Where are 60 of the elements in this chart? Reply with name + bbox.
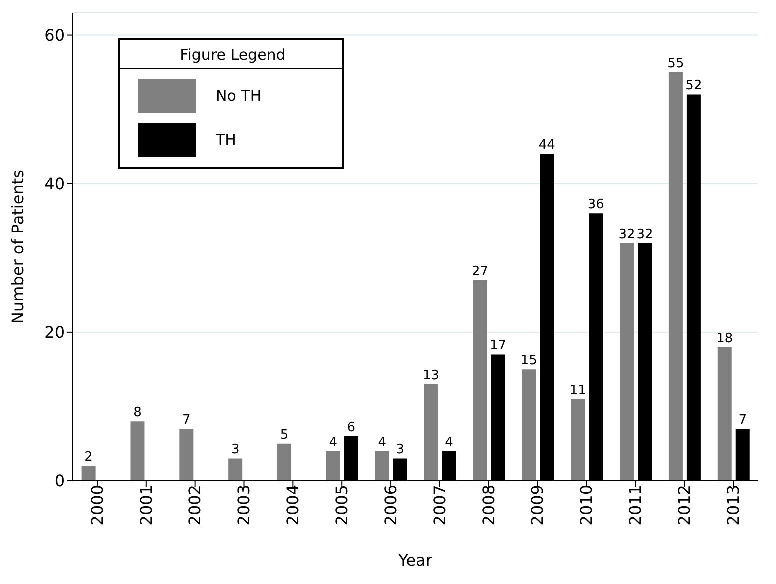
data-label: 17 (490, 338, 507, 354)
data-label: 7 (738, 413, 748, 428)
bar (668, 72, 683, 481)
x-tick-label: 2002 (186, 485, 205, 526)
bar (571, 399, 586, 481)
data-label: 8 (134, 406, 142, 421)
bar (522, 370, 536, 481)
bar (718, 347, 732, 481)
bar (180, 429, 194, 481)
x-tick-label: 2011 (626, 485, 646, 526)
data-label: 2 (84, 450, 93, 466)
legend-label: No TH (216, 87, 262, 105)
data-label: 44 (538, 138, 556, 154)
x-tick-label: 2007 (430, 485, 450, 526)
x-tick-label: 2004 (284, 485, 303, 526)
bar (473, 280, 488, 481)
bar (326, 451, 340, 481)
data-label: 4 (378, 435, 387, 450)
y-tick-label: 60 (44, 26, 65, 45)
data-label: 4 (329, 435, 338, 450)
data-label: 32 (618, 227, 636, 242)
bar (82, 466, 96, 481)
legend-label: TH (216, 131, 236, 149)
data-label: 11 (570, 383, 586, 398)
data-label: 52 (686, 78, 702, 94)
x-tick-label: 2001 (136, 485, 156, 526)
data-label: 3 (231, 442, 240, 458)
bar (375, 451, 390, 481)
x-tick-label: 2008 (479, 485, 498, 526)
x-tick-label: 2013 (724, 485, 743, 526)
x-tick-label: 2005 (332, 485, 352, 526)
y-tick-label: 40 (44, 174, 65, 194)
x-tick-label: 2006 (381, 485, 400, 526)
data-label: 13 (423, 368, 440, 384)
data-label: 32 (636, 227, 654, 242)
data-label: 27 (472, 264, 489, 280)
bar (620, 243, 634, 481)
x-tick-label: 2000 (88, 485, 107, 526)
x-tick-label: 2009 (528, 485, 548, 526)
x-tick-label: 2003 (234, 485, 254, 526)
data-label: 36 (588, 198, 604, 213)
data-label: 55 (668, 56, 684, 72)
y-axis-title: Number of Patients (8, 170, 28, 324)
data-label: 7 (182, 413, 191, 428)
legend-title: Figure Legend (179, 46, 287, 66)
y-tick-label: 0 (54, 472, 65, 491)
x-axis-title: Year (398, 551, 433, 570)
data-label: 4 (445, 435, 454, 450)
data-label: 3 (396, 442, 405, 458)
data-label: 18 (716, 331, 734, 346)
data-label: 15 (520, 354, 538, 369)
bar (424, 384, 438, 481)
y-tick-label: 20 (44, 323, 65, 342)
bar (278, 444, 292, 481)
x-tick-label: 2010 (577, 485, 596, 526)
data-label: 6 (347, 420, 356, 436)
bar (130, 422, 145, 481)
x-tick-label: 2012 (674, 485, 694, 526)
data-label: 5 (280, 428, 289, 443)
bar (228, 458, 243, 481)
